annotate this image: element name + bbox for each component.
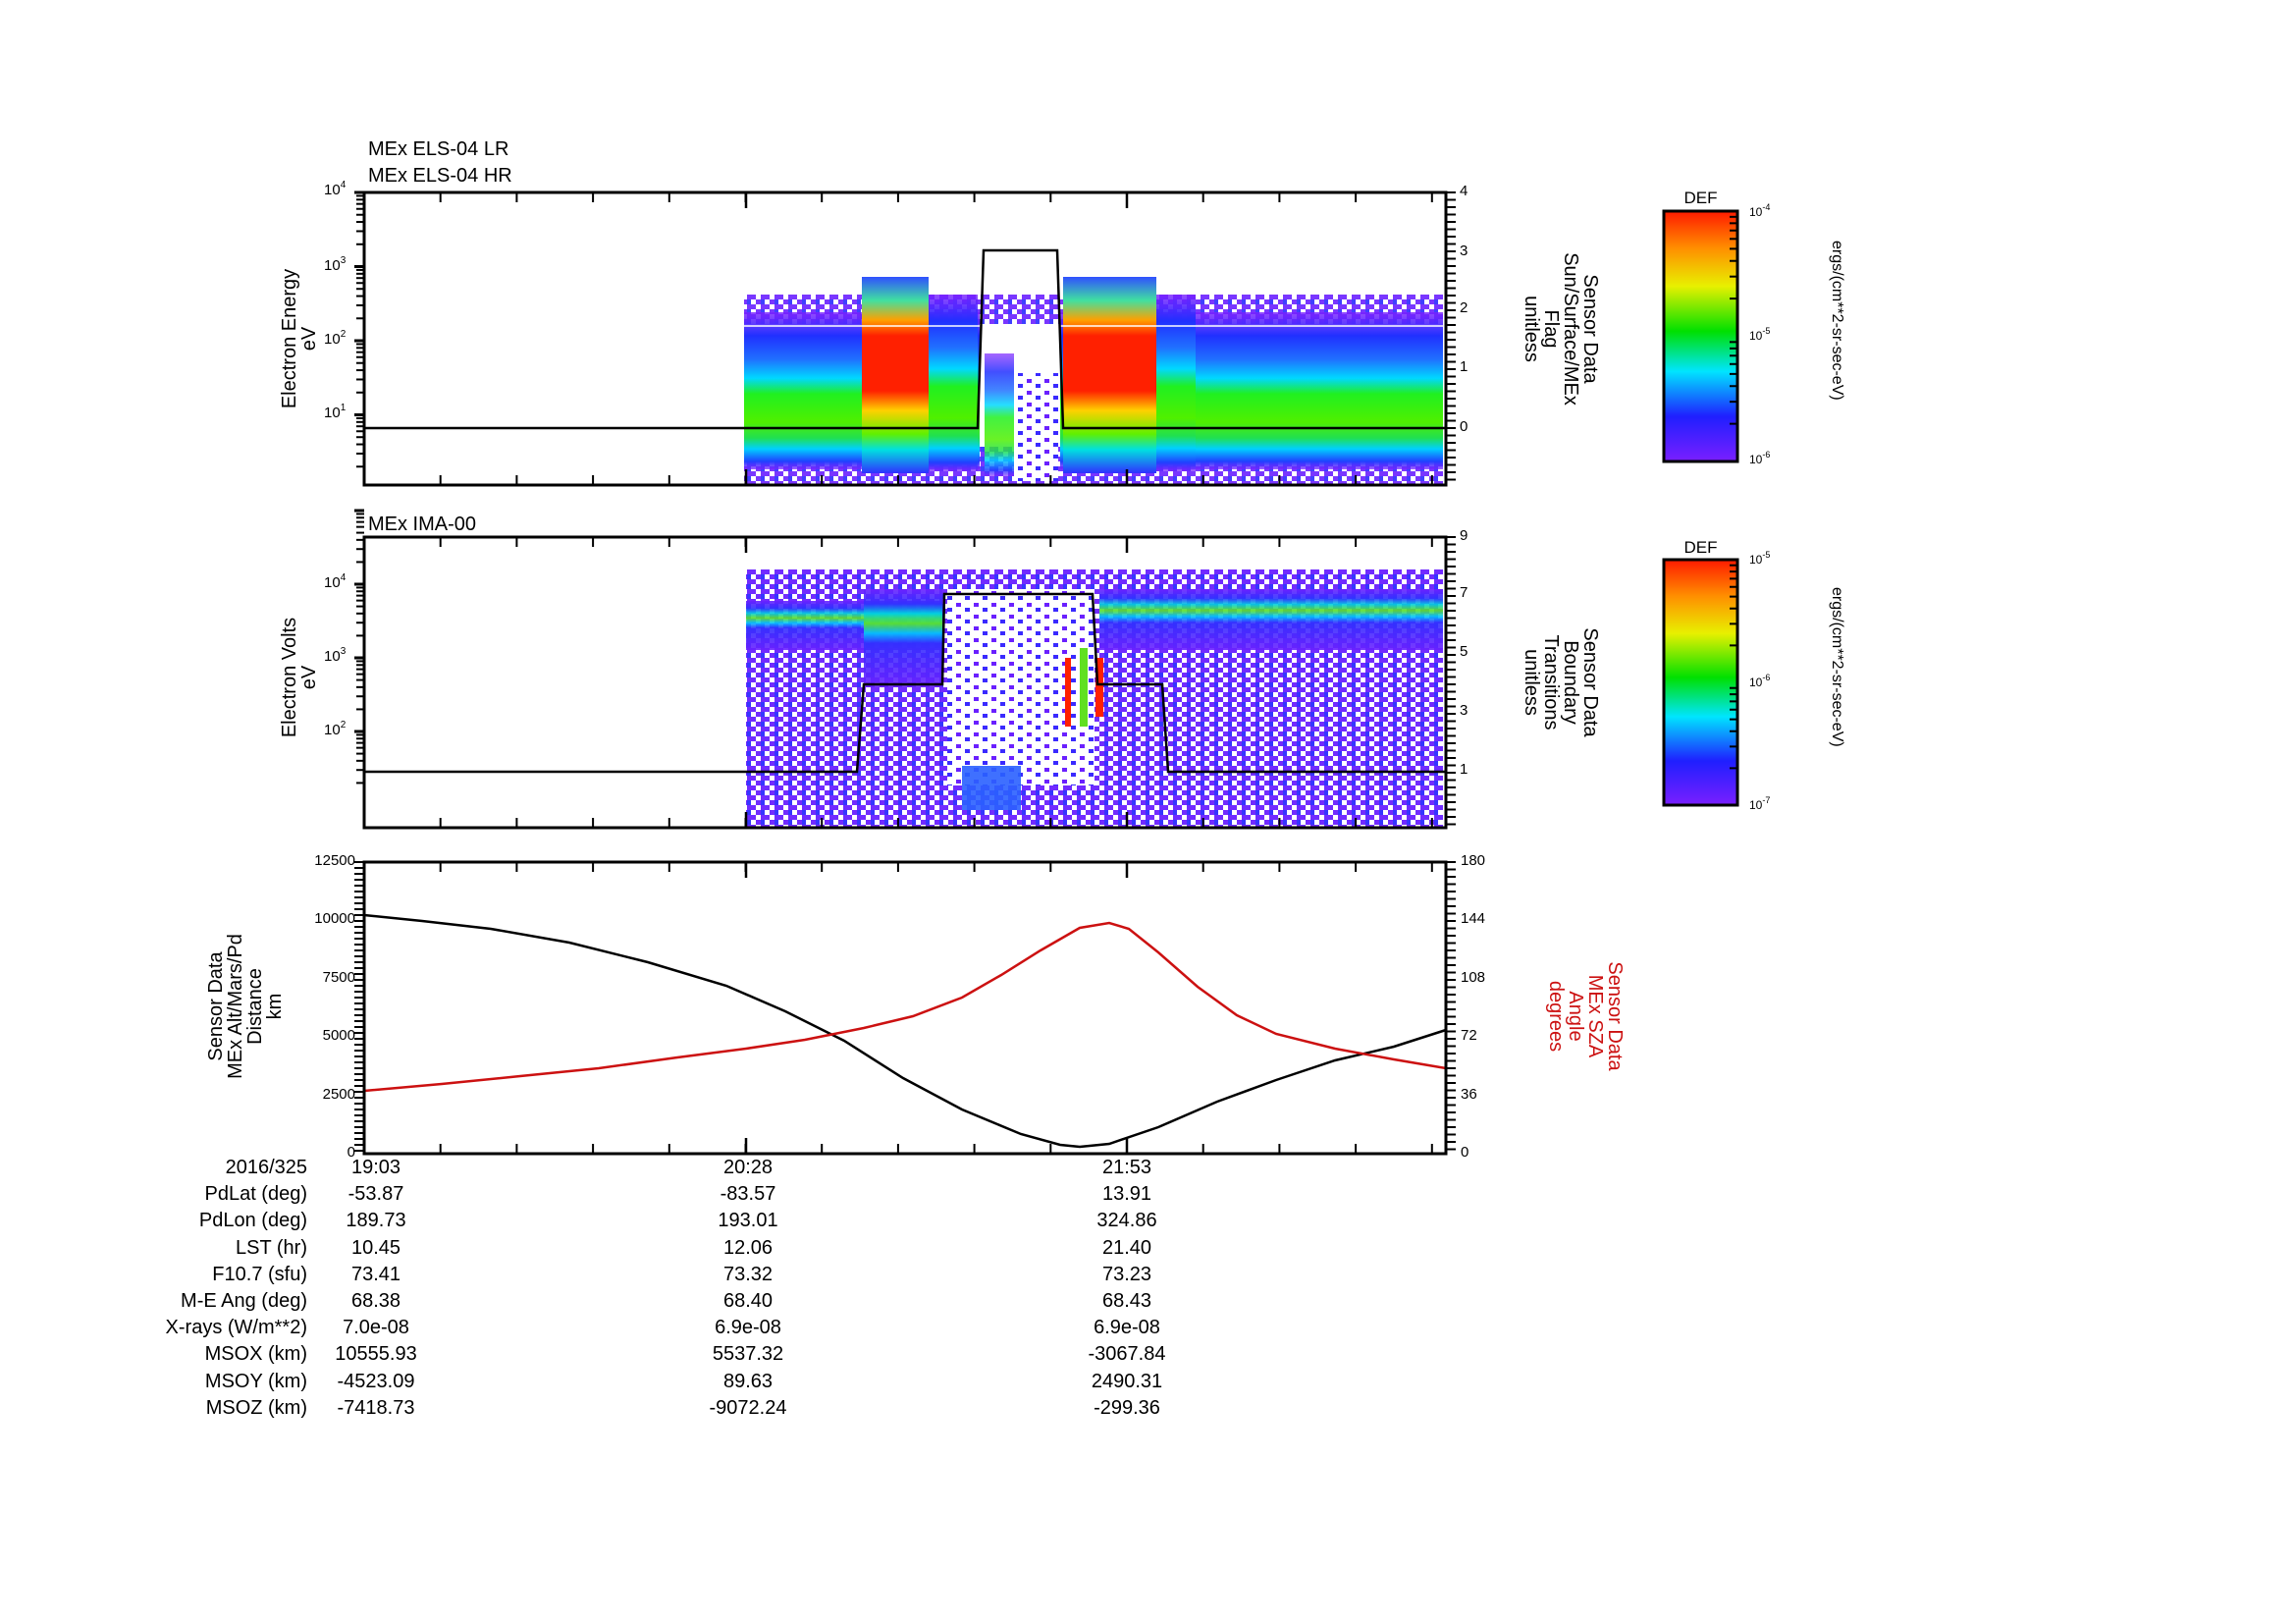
orbit-ytick-2500: 2500 bbox=[322, 1086, 355, 1103]
els-right-axis-label: Sensor Data Sun/Surface/MEx Flag unitless bbox=[1521, 252, 1601, 406]
row-value: 73.41 bbox=[350, 1263, 401, 1285]
ima-left-axis-label: Electron Volts eV bbox=[279, 617, 320, 738]
row-label: M-E Ang (deg) bbox=[181, 1290, 307, 1312]
row-label: MSOZ (km) bbox=[205, 1396, 307, 1419]
els-cbar-tick-mid: 10-5 bbox=[1749, 326, 1771, 343]
row-value: 13.91 bbox=[1101, 1183, 1152, 1206]
orbit-ytick-12500: 12500 bbox=[314, 852, 355, 869]
ima-colorbar-unit: ergs/(cm**2-sr-sec-eV) bbox=[1829, 587, 1845, 747]
row-value: 68.43 bbox=[1101, 1290, 1152, 1312]
els-spectrogram bbox=[364, 248, 1446, 484]
els-ytick-1e1: 101 bbox=[324, 403, 347, 421]
row-value: 19:03 bbox=[350, 1157, 401, 1178]
row-value: 68.40 bbox=[722, 1290, 774, 1312]
row-value: 6.9e-08 bbox=[715, 1317, 781, 1339]
ima-spectrogram bbox=[364, 569, 1446, 827]
row-label: PdLat (deg) bbox=[204, 1183, 307, 1206]
els-colorbar bbox=[1662, 209, 1739, 463]
ima-ytick-1e3: 103 bbox=[324, 646, 347, 665]
row-value: 73.32 bbox=[722, 1263, 774, 1285]
row-value: 21:53 bbox=[1101, 1157, 1152, 1178]
row-label: X-rays (W/m**2) bbox=[165, 1317, 307, 1339]
els-left-axis-label: Electron Energy eV bbox=[279, 268, 320, 409]
row-value: 68.38 bbox=[350, 1290, 401, 1312]
orbit-lines bbox=[363, 913, 1447, 1149]
els-colorbar-unit: ergs/(cm**2-sr-sec-eV) bbox=[1829, 241, 1845, 401]
row-label: MSOY (km) bbox=[204, 1370, 307, 1392]
row-value: -3067.84 bbox=[1088, 1343, 1166, 1366]
row-value: 6.9e-08 bbox=[1094, 1317, 1160, 1339]
row-label: MSOX (km) bbox=[204, 1343, 307, 1366]
els-rtick-3: 3 bbox=[1460, 243, 1468, 259]
orbit-axes bbox=[362, 860, 1448, 1156]
orbit-rtick-36: 36 bbox=[1461, 1086, 1477, 1103]
els-colorbar-title: DEF bbox=[1683, 189, 1718, 207]
row-value: 10.45 bbox=[350, 1236, 401, 1259]
ima-rtick-5: 5 bbox=[1460, 643, 1468, 660]
row-value: 20:28 bbox=[722, 1157, 774, 1178]
row-value: 324.86 bbox=[1096, 1210, 1157, 1232]
row-value: 12.06 bbox=[722, 1236, 774, 1259]
els-cbar-tick-top: 10-4 bbox=[1749, 202, 1771, 219]
ima-colorbar-title: DEF bbox=[1683, 538, 1718, 557]
ima-rtick-3: 3 bbox=[1460, 702, 1468, 719]
orbit-right-axis-label: Sensor Data MEx SZA Angle degrees bbox=[1545, 961, 1626, 1071]
orbit-rtick-180: 180 bbox=[1461, 852, 1486, 869]
row-value: -9072.24 bbox=[709, 1396, 787, 1419]
row-value: -7418.73 bbox=[337, 1396, 415, 1419]
orbit-rtick-144: 144 bbox=[1461, 910, 1486, 927]
row-value: -83.57 bbox=[720, 1183, 776, 1206]
row-value: -53.87 bbox=[347, 1183, 404, 1206]
ima-ytick-1e2: 102 bbox=[324, 720, 347, 738]
axis-ticks bbox=[354, 190, 1737, 1154]
ima-cbar-tick-mid: 10-6 bbox=[1749, 673, 1771, 689]
els-cbar-tick-bottom: 10-6 bbox=[1749, 450, 1771, 466]
row-label: PdLon (deg) bbox=[198, 1210, 307, 1232]
row-label: LST (hr) bbox=[236, 1236, 307, 1259]
ima-ytick-1e4: 104 bbox=[324, 572, 347, 591]
els-ytick-1e2: 102 bbox=[324, 329, 347, 348]
row-value: 21.40 bbox=[1101, 1236, 1152, 1259]
row-value: 193.01 bbox=[718, 1210, 778, 1232]
els-rtick-0: 0 bbox=[1460, 418, 1468, 435]
ima-axes bbox=[362, 535, 1448, 830]
els-title-lr: MEx ELS-04 LR bbox=[368, 138, 509, 160]
els-ytick-1e4: 104 bbox=[324, 180, 347, 198]
ima-rtick-9: 9 bbox=[1460, 527, 1468, 544]
orbit-left-axis-label: Sensor Data MEx Alt/Mars/Pd Distance km bbox=[205, 934, 286, 1079]
row-label: 2016/325 bbox=[225, 1157, 307, 1178]
row-value: 7.0e-08 bbox=[343, 1317, 409, 1339]
els-rtick-2: 2 bbox=[1460, 299, 1468, 316]
ima-cbar-tick-bottom: 10-7 bbox=[1749, 795, 1771, 812]
row-value: 189.73 bbox=[346, 1210, 406, 1232]
row-value: 5537.32 bbox=[712, 1343, 784, 1366]
orbit-ytick-7500: 7500 bbox=[322, 969, 355, 986]
els-title-hr: MEx ELS-04 HR bbox=[368, 165, 512, 187]
orbit-rtick-0: 0 bbox=[1461, 1144, 1469, 1161]
ima-right-axis-label: Sensor Data Boundary Transitions unitless bbox=[1521, 627, 1601, 737]
row-label: F10.7 (sfu) bbox=[212, 1263, 307, 1285]
ima-cbar-tick-top: 10-5 bbox=[1749, 550, 1771, 567]
row-value: -299.36 bbox=[1094, 1396, 1160, 1419]
els-rtick-4: 4 bbox=[1460, 183, 1468, 199]
orbit-ytick-0: 0 bbox=[347, 1144, 355, 1161]
orbit-rtick-72: 72 bbox=[1461, 1027, 1477, 1044]
els-ytick-1e3: 103 bbox=[324, 255, 347, 274]
row-value: 10555.93 bbox=[335, 1343, 417, 1366]
ima-rtick-1: 1 bbox=[1460, 761, 1468, 778]
row-value: 73.23 bbox=[1101, 1263, 1152, 1285]
orbit-ytick-10000: 10000 bbox=[314, 910, 355, 927]
altitude-line bbox=[363, 913, 1447, 1149]
els-rtick-1: 1 bbox=[1460, 358, 1468, 375]
ima-rtick-7: 7 bbox=[1460, 584, 1468, 601]
row-value: -4523.09 bbox=[337, 1370, 415, 1392]
row-value: 2490.31 bbox=[1091, 1370, 1163, 1392]
orbit-rtick-108: 108 bbox=[1461, 969, 1486, 986]
ima-title: MEx IMA-00 bbox=[368, 514, 477, 535]
sza-line bbox=[363, 921, 1447, 1093]
ima-colorbar bbox=[1662, 558, 1739, 807]
orbit-ytick-5000: 5000 bbox=[322, 1027, 355, 1044]
row-value: 89.63 bbox=[722, 1370, 774, 1392]
